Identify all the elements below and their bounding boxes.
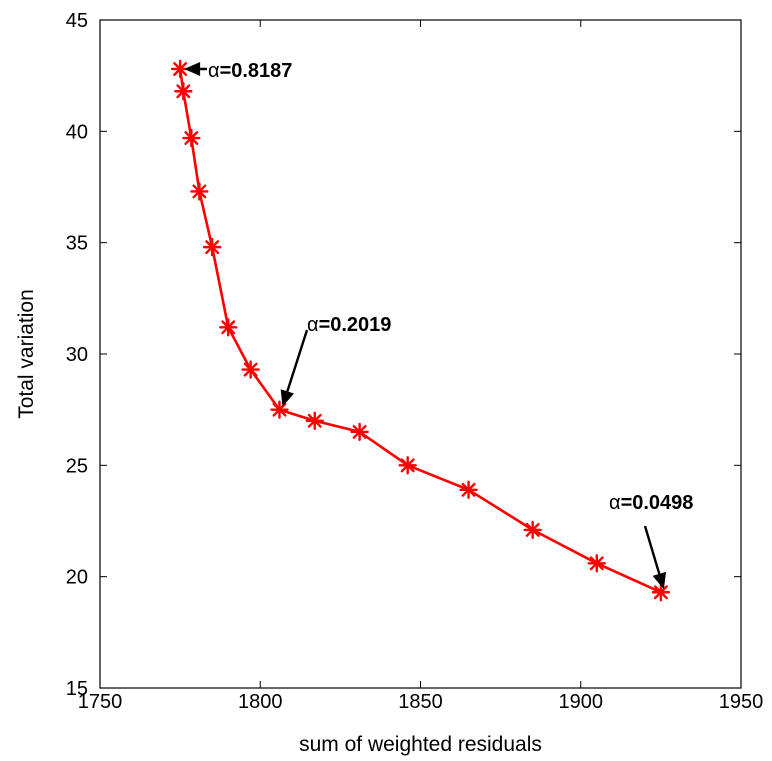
y-axis-ticks: 15 20 25 30 35 40 45 <box>66 10 741 700</box>
data-point-marker <box>350 422 369 442</box>
x-axis-label: sum of weighted residuals <box>299 733 542 756</box>
data-point-marker <box>398 456 417 475</box>
annotation-arrow-head <box>652 571 667 590</box>
x-tick-label: 1750 <box>78 691 123 713</box>
y-tick-label: 45 <box>66 10 88 32</box>
x-tick-label: 1850 <box>398 691 443 713</box>
series-layer <box>170 59 671 602</box>
annotation-value: =0.0498 <box>621 492 694 514</box>
y-tick-label: 15 <box>66 678 88 700</box>
data-point-marker <box>241 360 260 379</box>
data-point-marker <box>587 554 606 573</box>
data-point-marker <box>459 480 478 500</box>
annotation-value: =0.8187 <box>220 60 293 82</box>
annotation-label: α=0.8187 <box>208 60 292 82</box>
annotation-arrow-shaft <box>286 329 309 392</box>
data-point-marker <box>270 400 289 419</box>
data-point-marker <box>174 82 193 101</box>
y-tick-label: 25 <box>66 455 88 477</box>
annotation-label: α=0.2019 <box>307 314 391 336</box>
data-point-marker <box>190 182 209 201</box>
annotation-arrow-head <box>184 61 201 76</box>
data-point-marker <box>305 411 324 430</box>
x-tick-label: 1900 <box>559 691 604 713</box>
annotation-label: α=0.0498 <box>609 492 693 514</box>
annotation-alpha-symbol: α <box>307 314 319 336</box>
data-point-marker <box>651 583 671 602</box>
x-tick-label: 1800 <box>238 691 283 713</box>
annotation-arrow-head <box>280 389 295 407</box>
x-tick-label: 1950 <box>719 691 764 713</box>
data-point-marker <box>523 520 542 540</box>
annotation-value: =0.2019 <box>319 314 392 336</box>
annotation-alpha-symbol: α <box>609 492 621 514</box>
y-tick-label: 35 <box>66 233 88 255</box>
y-tick-label: 20 <box>66 567 88 589</box>
x-axis-ticks: 1750 1800 1850 1900 1950 <box>78 20 764 713</box>
data-point-marker <box>182 128 201 148</box>
y-tick-label: 30 <box>66 344 88 366</box>
y-tick-label: 40 <box>66 121 88 143</box>
y-axis-label: Total variation <box>15 289 38 419</box>
annotation-arrow-shaft <box>643 525 661 575</box>
data-point-marker <box>202 237 222 257</box>
annotation-alpha-symbol: α <box>208 60 220 82</box>
data-point-marker <box>218 318 238 337</box>
